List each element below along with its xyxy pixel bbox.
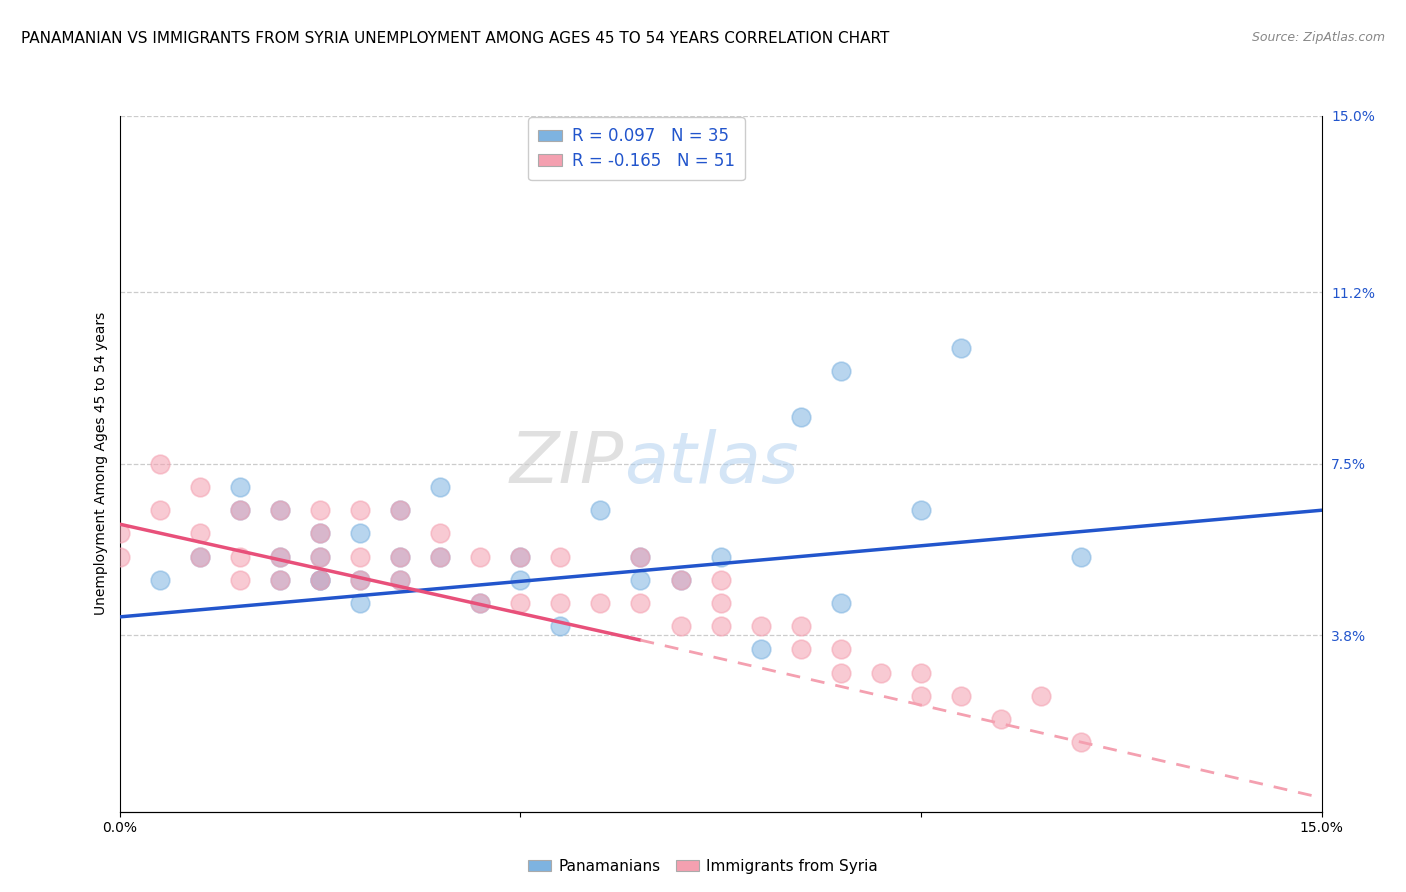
Point — [630, 549, 652, 564]
Point — [309, 526, 332, 541]
Point — [149, 457, 172, 471]
Point — [790, 410, 813, 425]
Point — [630, 573, 652, 587]
Point — [309, 549, 332, 564]
Point — [108, 526, 131, 541]
Point — [349, 596, 371, 610]
Point — [509, 596, 531, 610]
Point — [269, 503, 291, 517]
Point — [669, 619, 692, 633]
Point — [669, 573, 692, 587]
Point — [228, 549, 252, 564]
Point — [388, 503, 412, 517]
Y-axis label: Unemployment Among Ages 45 to 54 years: Unemployment Among Ages 45 to 54 years — [94, 312, 108, 615]
Point — [550, 549, 572, 564]
Point — [228, 503, 252, 517]
Point — [349, 503, 371, 517]
Point — [309, 526, 332, 541]
Point — [709, 619, 731, 633]
Point — [108, 549, 131, 564]
Point — [429, 480, 451, 494]
Point — [269, 549, 291, 564]
Point — [349, 573, 371, 587]
Point — [749, 619, 772, 633]
Legend: R = 0.097   N = 35, R = -0.165   N = 51: R = 0.097 N = 35, R = -0.165 N = 51 — [529, 118, 745, 180]
Point — [749, 642, 772, 657]
Point — [709, 573, 731, 587]
Point — [790, 642, 813, 657]
Point — [910, 689, 932, 703]
Point — [388, 573, 412, 587]
Point — [550, 596, 572, 610]
Text: ZIP: ZIP — [510, 429, 624, 499]
Point — [349, 526, 371, 541]
Point — [589, 596, 612, 610]
Point — [188, 549, 211, 564]
Point — [388, 549, 412, 564]
Point — [830, 364, 852, 378]
Text: Source: ZipAtlas.com: Source: ZipAtlas.com — [1251, 31, 1385, 45]
Point — [709, 549, 731, 564]
Point — [429, 549, 451, 564]
Point — [990, 712, 1012, 726]
Point — [1070, 549, 1092, 564]
Point — [468, 549, 492, 564]
Point — [830, 642, 852, 657]
Point — [388, 573, 412, 587]
Point — [950, 341, 973, 355]
Point — [910, 665, 932, 680]
Point — [709, 596, 731, 610]
Point — [149, 573, 172, 587]
Text: atlas: atlas — [624, 429, 799, 499]
Point — [149, 503, 172, 517]
Point — [429, 526, 451, 541]
Point — [269, 573, 291, 587]
Point — [388, 549, 412, 564]
Text: PANAMANIAN VS IMMIGRANTS FROM SYRIA UNEMPLOYMENT AMONG AGES 45 TO 54 YEARS CORRE: PANAMANIAN VS IMMIGRANTS FROM SYRIA UNEM… — [21, 31, 890, 46]
Point — [589, 503, 612, 517]
Point — [429, 549, 451, 564]
Point — [509, 549, 531, 564]
Point — [228, 480, 252, 494]
Point — [790, 619, 813, 633]
Point — [509, 549, 531, 564]
Point — [269, 573, 291, 587]
Point — [468, 596, 492, 610]
Point — [950, 689, 973, 703]
Point — [309, 573, 332, 587]
Point — [188, 480, 211, 494]
Point — [188, 549, 211, 564]
Point — [309, 503, 332, 517]
Point — [309, 549, 332, 564]
Point — [630, 596, 652, 610]
Point — [550, 619, 572, 633]
Point — [509, 573, 531, 587]
Point — [869, 665, 893, 680]
Point — [910, 503, 932, 517]
Point — [349, 573, 371, 587]
Point — [1029, 689, 1052, 703]
Point — [830, 596, 852, 610]
Point — [309, 573, 332, 587]
Point — [228, 573, 252, 587]
Point — [269, 503, 291, 517]
Point — [630, 549, 652, 564]
Point — [349, 549, 371, 564]
Point — [228, 503, 252, 517]
Point — [269, 549, 291, 564]
Point — [188, 526, 211, 541]
Point — [388, 503, 412, 517]
Point — [309, 573, 332, 587]
Point — [669, 573, 692, 587]
Point — [830, 665, 852, 680]
Point — [468, 596, 492, 610]
Point — [1070, 735, 1092, 749]
Legend: Panamanians, Immigrants from Syria: Panamanians, Immigrants from Syria — [522, 853, 884, 880]
